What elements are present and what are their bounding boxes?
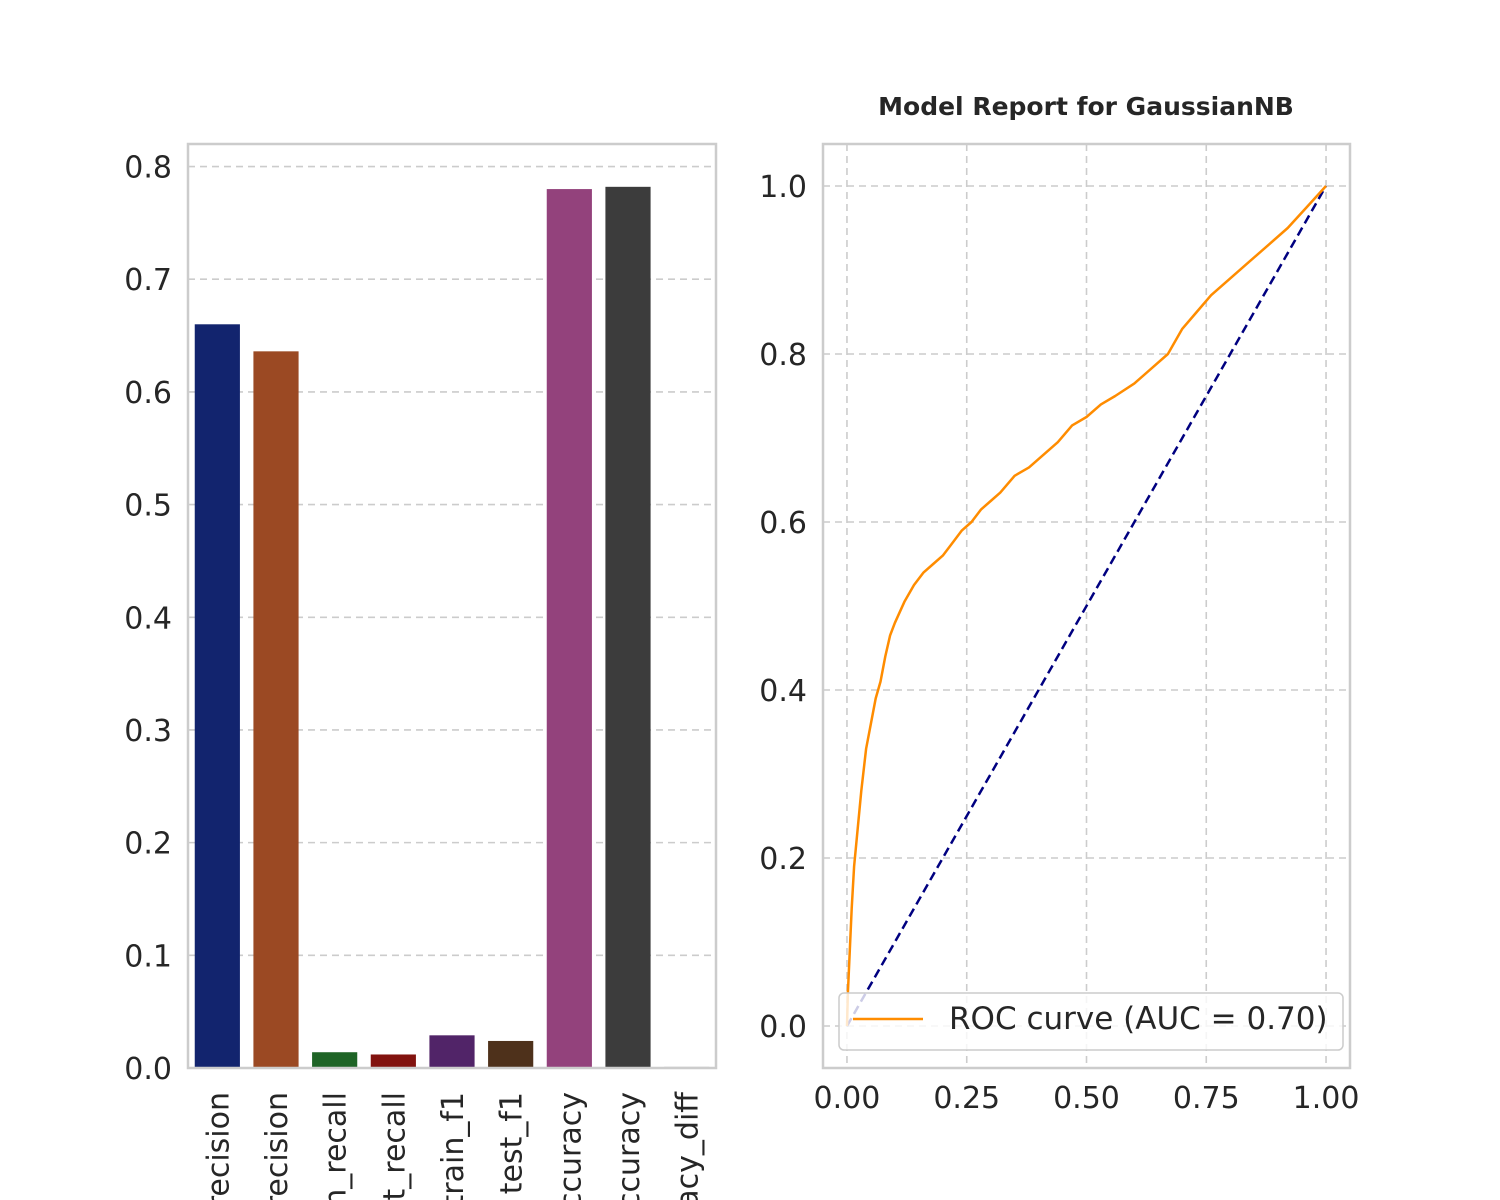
roc-y-tick-label: 0.4: [759, 674, 807, 709]
roc-chart-lines: [845, 185, 1328, 1027]
roc-chart-title: Model Report for GaussianNB: [878, 92, 1294, 121]
roc-curve-line: [845, 185, 1327, 1027]
bar-y-tick-label: 0.3: [124, 714, 172, 749]
roc-y-tick-label: 0.2: [759, 842, 807, 877]
bar-x-tick-label: train_f1: [436, 1092, 471, 1200]
roc-y-tick-label: 1.0: [759, 170, 807, 205]
roc-chart-frame: [821, 142, 1352, 1070]
roc-chart-y-ticks: 0.0 0.2 0.4 0.6 0.8 1.0: [759, 170, 807, 1045]
bar-test_precision: [253, 351, 299, 1069]
bar-train_accuracy: [546, 189, 592, 1068]
roc-y-tick-label: 0.0: [759, 1010, 807, 1045]
bar-train_recall: [312, 1052, 358, 1068]
roc-x-tick-label: 0.75: [1173, 1081, 1240, 1116]
bar-y-tick-label: 0.2: [124, 827, 172, 862]
bar-x-tick-label: t_recall: [377, 1092, 412, 1200]
bar-chart-frame: [186, 142, 718, 1070]
bar-x-tick-label: recision: [201, 1092, 236, 1200]
bar-test_accuracy: [605, 186, 651, 1068]
bar-chart-y-ticks: 0.0 0.1 0.2 0.3 0.4 0.5 0.6 0.7 0.8: [124, 151, 172, 1087]
bar-x-tick-label: ccuracy: [612, 1092, 647, 1200]
bar-train_precision: [194, 324, 240, 1068]
bar-chart-x-ticks: recision recision n_recall t_recall train_f1…: [201, 1091, 705, 1200]
bar-y-tick-label: 0.6: [124, 376, 172, 411]
chance-diagonal-line: [845, 185, 1328, 1027]
bar-x-tick-label: ccuracy: [553, 1092, 588, 1200]
bar-y-tick-label: 0.8: [124, 151, 172, 186]
roc-x-tick-label: 0.25: [933, 1081, 1000, 1116]
roc-x-tick-label: 1.00: [1293, 1081, 1360, 1116]
bar-x-tick-label: acy_diff: [671, 1091, 706, 1200]
bar-chart: 0.00.10.20.30.40.50.60.70.8 recision reci…: [124, 142, 718, 1200]
bar-y-tick-label: 0.4: [124, 601, 172, 636]
bar-train_f1: [429, 1035, 475, 1068]
roc-y-tick-label: 0.6: [759, 506, 807, 541]
bar-y-tick-label: 0.7: [124, 263, 172, 298]
roc-legend: ROC curve (AUC = 0.70): [838, 992, 1344, 1051]
roc-x-tick-label: 0.00: [814, 1081, 881, 1116]
bar-chart-bars: [194, 186, 710, 1069]
bar-x-tick-label: n_recall: [319, 1092, 354, 1200]
roc-y-tick-label: 0.8: [759, 338, 807, 373]
bar-test_recall: [370, 1054, 416, 1068]
bar-x-tick-label: recision: [260, 1092, 295, 1200]
roc-chart: 0.00.20.40.60.81.0 0.00 0.25 0.50 0.75 1.00 …: [759, 142, 1360, 1116]
roc-x-tick-label: 0.50: [1053, 1081, 1120, 1116]
roc-chart-x-ticks: 0.00 0.25 0.50 0.75 1.00: [814, 1081, 1360, 1116]
roc-legend-box: [838, 992, 1344, 1051]
bar-y-tick-label: 0.1: [124, 939, 172, 974]
bar-y-tick-label: 0.0: [124, 1052, 172, 1087]
roc-legend-label: ROC curve (AUC = 0.70): [949, 1001, 1328, 1037]
bar-x-tick-label: test_f1: [495, 1092, 530, 1194]
bar-y-tick-label: 0.5: [124, 489, 172, 524]
bar-test_f1: [488, 1040, 534, 1068]
